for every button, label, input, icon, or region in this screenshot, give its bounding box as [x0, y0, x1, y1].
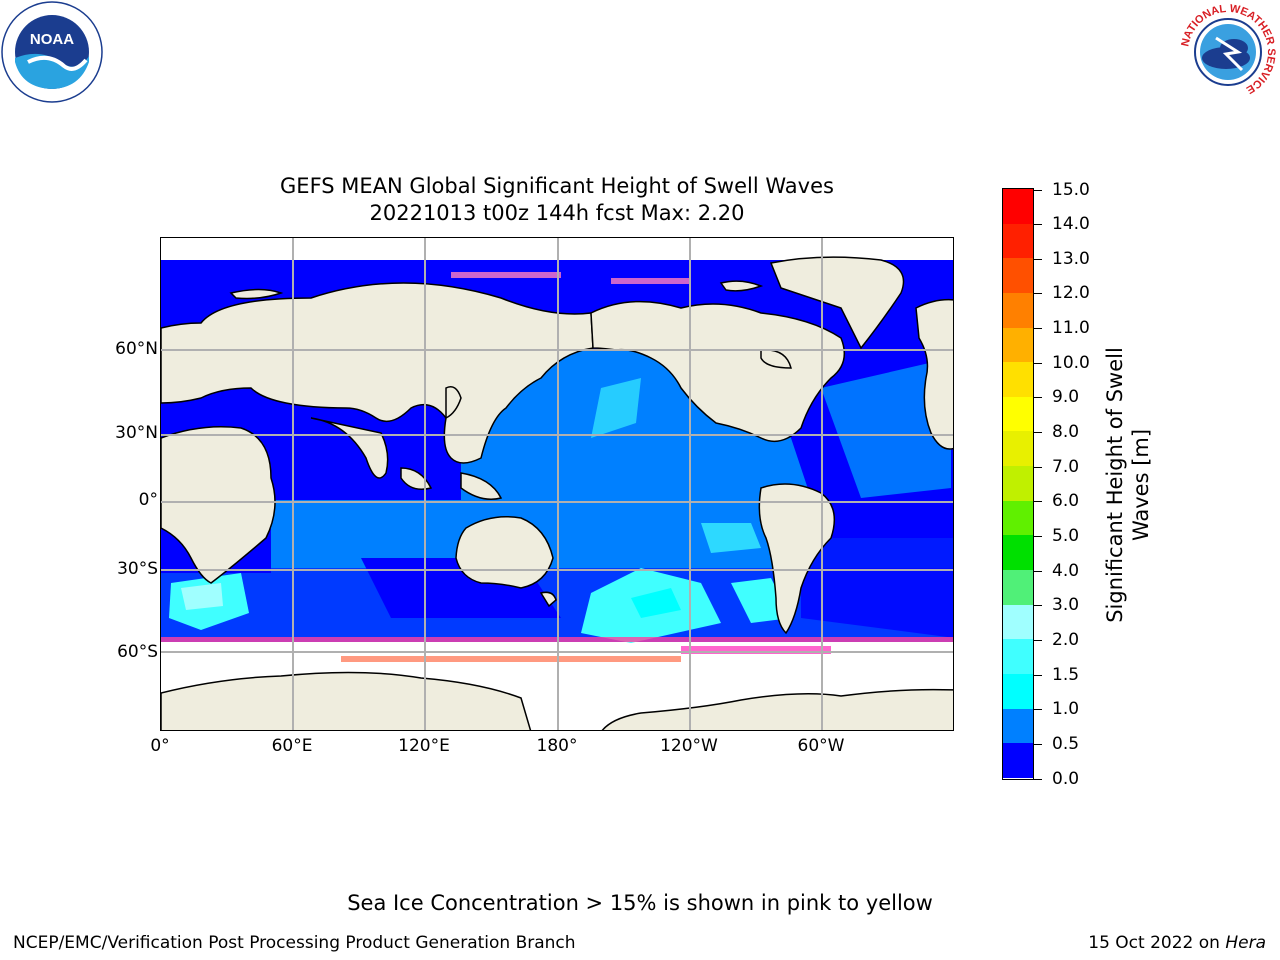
colorbar-tick-label: 10.0: [1052, 352, 1090, 373]
colorbar-segment: [1003, 292, 1033, 328]
colorbar-tick-label: 4.0: [1052, 560, 1080, 581]
colorbar-title-line2: Waves [m]: [1129, 428, 1153, 542]
colorbar-tick: [1034, 570, 1042, 572]
lon-label-60w: 60°W: [797, 736, 845, 756]
colorbar-segment: [1003, 639, 1033, 674]
colorbar-tick-label: 3.0: [1052, 595, 1080, 616]
colorbar-title: Significant Height of Swell Waves [m]: [1102, 347, 1154, 623]
credit-text: NCEP/EMC/Verification Post Processing Pr…: [13, 933, 576, 953]
lat-label-0: 0°: [138, 490, 158, 510]
colorbar-tick-label: 5.0: [1052, 525, 1080, 546]
noaa-logo: NOAA: [1, 1, 103, 103]
colorbar-tick: [1034, 639, 1042, 641]
swell-height-map: [160, 237, 954, 731]
colorbar-tick-label: 15.0: [1052, 179, 1090, 200]
lat-label-30s: 30°S: [117, 559, 158, 579]
nws-logo: NATIONAL WEATHER SERVICE: [1178, 2, 1278, 102]
colorbar-tick-label: 1.0: [1052, 699, 1080, 720]
machine-name: Hera: [1225, 933, 1266, 953]
colorbar-segment: [1003, 708, 1033, 744]
map-gridlines: [161, 238, 953, 730]
lat-label-30n: 30°N: [115, 423, 158, 443]
noaa-logo-text: NOAA: [30, 31, 74, 48]
colorbar: [1002, 188, 1034, 780]
colorbar-segment: [1003, 604, 1033, 640]
chart-title: GEFS MEAN Global Significant Height of S…: [280, 174, 834, 198]
colorbar-tick: [1034, 293, 1042, 295]
colorbar-tick: [1034, 328, 1042, 330]
lon-label-180: 180°: [536, 736, 578, 756]
colorbar-tick-label: 6.0: [1052, 491, 1080, 512]
colorbar-segment: [1003, 535, 1033, 571]
colorbar-segment: [1003, 500, 1033, 536]
colorbar-segment: [1003, 396, 1033, 432]
colorbar-tick: [1034, 432, 1042, 434]
colorbar-tick-label: 7.0: [1052, 456, 1080, 477]
colorbar-segment: [1003, 743, 1033, 778]
colorbar-tick-label: 13.0: [1052, 248, 1090, 269]
colorbar-tick: [1034, 501, 1042, 503]
colorbar-tick-label: 12.0: [1052, 283, 1090, 304]
colorbar-segment: [1003, 570, 1033, 605]
lon-label-60e: 60°E: [271, 736, 313, 756]
colorbar-title-line1: Significant Height of Swell: [1103, 347, 1127, 623]
colorbar-tick: [1034, 362, 1042, 364]
colorbar-segment: [1003, 673, 1033, 709]
colorbar-segment: [1003, 466, 1033, 501]
colorbar-tick-label: 14.0: [1052, 214, 1090, 235]
lon-label-120w: 120°W: [660, 736, 718, 756]
colorbar-tick: [1034, 224, 1042, 226]
colorbar-tick: [1034, 778, 1042, 780]
sea-ice-note: Sea Ice Concentration > 15% is shown in …: [347, 891, 933, 915]
date-text: 15 Oct 2022 on: [1088, 933, 1220, 953]
colorbar-tick-label: 0.5: [1052, 733, 1080, 754]
colorbar-tick: [1034, 466, 1042, 468]
lat-label-60n: 60°N: [115, 339, 158, 359]
high-swell-patches: [169, 378, 791, 643]
colorbar-tick: [1034, 535, 1042, 537]
colorbar-segment: [1003, 362, 1033, 397]
footer-date: 15 Oct 2022 on Hera: [1088, 932, 1266, 954]
colorbar-tick: [1034, 189, 1042, 191]
colorbar-segment: [1003, 189, 1033, 224]
colorbar-tick: [1034, 674, 1042, 676]
atlantic-moderate-swell: [821, 358, 951, 498]
colorbar-tick-label: 11.0: [1052, 318, 1090, 339]
colorbar-tick-label: 9.0: [1052, 387, 1080, 408]
lon-label-120e: 120°E: [398, 736, 450, 756]
colorbar-tick-label: 8.0: [1052, 422, 1080, 443]
colorbar-segment: [1003, 431, 1033, 467]
colorbar-tick-label: 1.5: [1052, 664, 1080, 685]
colorbar-tick: [1034, 743, 1042, 745]
colorbar-segment: [1003, 327, 1033, 363]
colorbar-tick: [1034, 605, 1042, 607]
colorbar-tick: [1034, 397, 1042, 399]
colorbar-segment: [1003, 223, 1033, 259]
colorbar-tick-label: 0.0: [1052, 768, 1080, 789]
lat-label-60s: 60°S: [117, 642, 158, 662]
chart-subtitle: 20221013 t00z 144h fcst Max: 2.20: [369, 201, 745, 225]
colorbar-segment: [1003, 258, 1033, 293]
colorbar-tick-label: 2.0: [1052, 629, 1080, 650]
lon-label-0: 0°: [150, 736, 170, 756]
colorbar-tick: [1034, 709, 1042, 711]
colorbar-tick: [1034, 258, 1042, 260]
